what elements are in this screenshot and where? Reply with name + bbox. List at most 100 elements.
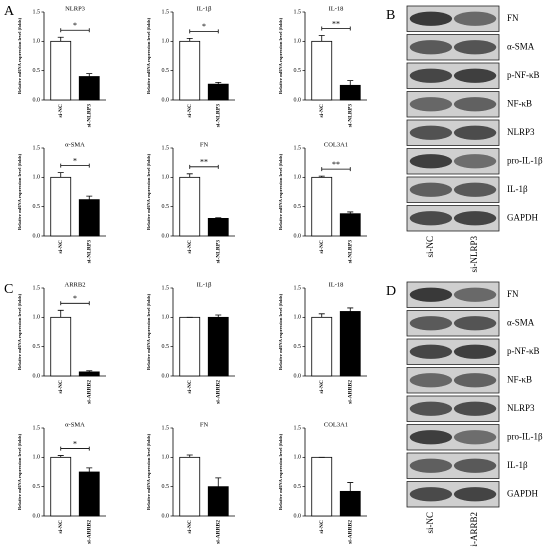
x-tick-label: si-ARRB2: [87, 520, 93, 544]
blot-band: [409, 373, 453, 388]
y-axis-title: Relative mRNA expression level (folds): [146, 433, 151, 510]
panel-letter: A: [4, 4, 15, 19]
chart-title: FN: [200, 421, 209, 428]
blot-row: [406, 205, 500, 232]
blot-band: [453, 40, 497, 55]
bar: [207, 316, 229, 377]
y-tick-label: 0.0: [162, 97, 170, 103]
bar: [339, 311, 361, 377]
error-bar: [215, 477, 222, 487]
bar: [311, 40, 333, 101]
chart-title: IL-18: [329, 281, 344, 288]
bar: [207, 217, 229, 237]
significance-label: *: [73, 156, 77, 165]
lane-label: si-NC: [425, 512, 435, 534]
y-tick-label: 1.5: [162, 425, 170, 431]
x-tick-label: si-NC: [319, 240, 325, 253]
bar: [179, 316, 201, 377]
y-tick-label: 0.0: [294, 373, 302, 379]
y-tick-label: 1.0: [162, 455, 170, 461]
significance-bracket: [321, 26, 351, 31]
y-tick-label: 0.0: [33, 373, 41, 379]
chart-title: α-SMA: [65, 421, 85, 428]
bar: [179, 40, 201, 101]
error-bar: [57, 36, 64, 42]
y-tick-label: 1.5: [162, 9, 170, 15]
y-tick-label: 0.5: [294, 484, 302, 490]
chart-title: COL3A1: [324, 421, 348, 428]
band-label: α-SMA: [507, 317, 535, 327]
y-tick-label: 0.0: [162, 513, 170, 519]
bar: [311, 316, 333, 377]
significance-label: **: [332, 160, 340, 169]
bar: [78, 199, 100, 237]
blot-row: [406, 176, 500, 203]
blot-band: [453, 401, 497, 416]
significance-bracket: [321, 167, 351, 172]
panel-letter: B: [386, 8, 395, 23]
y-tick-label: 0.5: [294, 68, 302, 74]
blot-band: [453, 68, 497, 83]
y-tick-label: 1.5: [33, 9, 41, 15]
x-tick-label: si-ARRB2: [348, 380, 354, 404]
blot-band: [409, 458, 453, 473]
band-label: IL-1β: [507, 184, 528, 194]
band-label: GAPDH: [507, 212, 539, 222]
blot-band: [409, 430, 453, 445]
band-label: NF-κB: [507, 98, 532, 108]
x-tick-label: si-ARRB2: [216, 520, 222, 544]
x-tick-label: si-ARRB2: [216, 380, 222, 404]
x-tick-label: si-NC: [187, 240, 193, 253]
error-bar: [318, 175, 325, 178]
y-tick-label: 1.0: [294, 315, 302, 321]
band-label: NLRP3: [507, 403, 535, 413]
y-tick-label: 0.0: [33, 513, 41, 519]
y-tick-label: 0.5: [162, 68, 170, 74]
x-tick-label: si-NLRP3: [87, 104, 93, 127]
band-label: IL-1β: [507, 460, 528, 470]
error-bar: [57, 172, 64, 178]
blot-band: [409, 40, 453, 55]
error-bar: [347, 211, 354, 214]
chart-title: IL-1β: [197, 281, 213, 288]
error-bar: [215, 314, 222, 318]
error-bar: [347, 482, 354, 492]
significance-label: **: [200, 158, 208, 167]
y-tick-label: 1.0: [162, 315, 170, 321]
blot-band: [453, 211, 497, 226]
y-axis-title: Relative mRNA expression level (folds): [146, 153, 151, 230]
y-axis-title: Relative mRNA expression level (folds): [278, 433, 283, 510]
band-label: GAPDH: [507, 488, 539, 498]
y-tick-label: 1.5: [294, 145, 302, 151]
x-tick-label: si-NLRP3: [216, 240, 222, 263]
significance-label: *: [202, 22, 206, 31]
significance-bracket: [60, 163, 90, 168]
blot-band: [409, 287, 453, 302]
y-tick-label: 0.0: [162, 373, 170, 379]
blot-row: [406, 424, 500, 451]
y-tick-label: 1.5: [33, 145, 41, 151]
blot-band: [453, 458, 497, 473]
y-tick-label: 1.0: [33, 455, 41, 461]
y-tick-label: 0.5: [162, 344, 170, 350]
y-tick-label: 1.5: [162, 285, 170, 291]
blot-row: [406, 395, 500, 422]
significance-label: *: [73, 21, 77, 30]
y-tick-label: 0.0: [294, 233, 302, 239]
y-tick-label: 1.0: [162, 175, 170, 181]
band-label: α-SMA: [507, 41, 535, 51]
blot-band: [409, 401, 453, 416]
error-bar: [57, 455, 64, 458]
x-tick-label: si-NLRP3: [216, 104, 222, 127]
y-axis-title: Relative mRNA expression level (folds): [146, 17, 151, 94]
y-axis-title: Relative mRNA expression level (folds): [278, 17, 283, 94]
bar: [339, 213, 361, 237]
blot-row: [406, 481, 500, 508]
band-label: FN: [507, 289, 519, 299]
blot-band: [409, 316, 453, 331]
y-tick-label: 0.5: [33, 344, 41, 350]
blot-band: [453, 344, 497, 359]
band-label: NLRP3: [507, 127, 535, 137]
lane-label: si-ARRB2: [469, 512, 479, 547]
